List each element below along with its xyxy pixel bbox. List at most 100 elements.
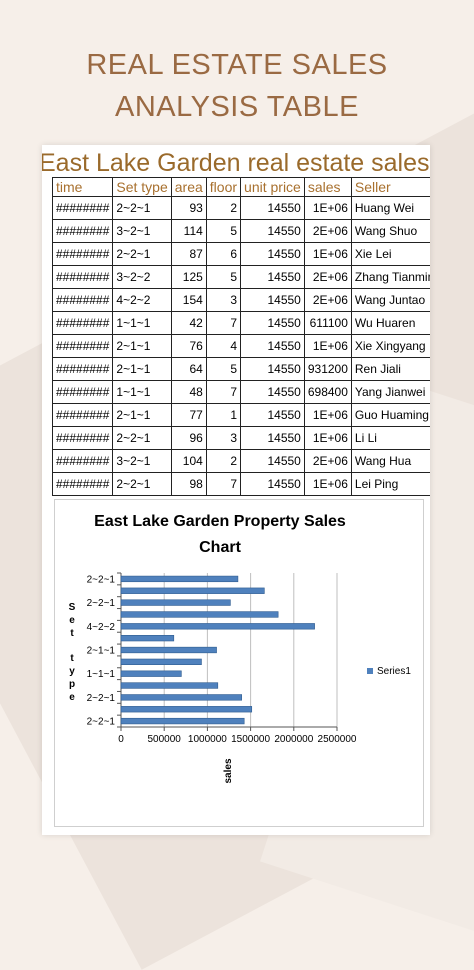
- y-tick-label: 2~1~1: [87, 646, 116, 657]
- y-tick-label: 2~2~1: [87, 574, 116, 585]
- table-cell: 3: [205, 288, 242, 312]
- x-tick-label: 500000: [148, 734, 182, 745]
- table-cell: ########: [51, 242, 114, 266]
- table-cell: 2~2~1: [112, 472, 172, 496]
- table-cell: 3~2~1: [112, 219, 172, 243]
- chart-bar: [120, 587, 265, 594]
- table-cell: Ren Jiali: [350, 357, 430, 381]
- table-cell: 14550: [240, 265, 305, 289]
- table-cell: 931200: [303, 357, 352, 381]
- chart-bar: [120, 599, 231, 606]
- table-cell: 125: [170, 265, 207, 289]
- table-cell: ########: [51, 472, 114, 496]
- table-cell: Wang Hua: [350, 449, 430, 473]
- table-cell: 2~2~1: [112, 242, 172, 266]
- y-tick-label: 1~1~1: [87, 669, 116, 680]
- table-cell: 2~2~1: [112, 426, 172, 450]
- table-cell: 14550: [240, 380, 305, 404]
- table-cell: ########: [51, 265, 114, 289]
- table-cell: Yang Jianwei: [350, 380, 430, 404]
- table-body: ######## 2~2~1 93 2 14550 1E+06 Huang Wei #####…: [51, 196, 430, 496]
- spreadsheet-sheet: East Lake Garden real estate sales li ti…: [42, 145, 430, 835]
- table-cell: 698400: [303, 380, 352, 404]
- table-cell: 2E+06: [303, 219, 352, 243]
- table-row: ######## 3~2~2 125 5 14550 2E+06 Zhang Tianmin: [51, 265, 430, 289]
- table-cell: 104: [170, 449, 207, 473]
- chart-bar: [120, 658, 202, 665]
- table-row: ######## 2~2~1 87 6 14550 1E+06 Xie Lei: [51, 242, 430, 266]
- y-tick-label: 2~2~1: [87, 598, 116, 609]
- table-cell: ########: [51, 288, 114, 312]
- chart-bar: [120, 694, 242, 701]
- table-cell: 98: [170, 472, 207, 496]
- table-cell: 2E+06: [303, 265, 352, 289]
- table-cell: 2E+06: [303, 449, 352, 473]
- table-row: ######## 4~2~2 154 3 14550 2E+06 Wang Juntao: [51, 288, 430, 312]
- y-axis-label-char: e: [69, 615, 75, 626]
- table-cell: Guo Huaming: [350, 403, 430, 427]
- chart-bar: [120, 682, 219, 689]
- table-row: ######## 1~1~1 48 7 14550 698400 Yang Jianwei: [51, 380, 430, 404]
- table-cell: 1E+06: [303, 242, 352, 266]
- table-cell: 5: [205, 219, 242, 243]
- page-title: REAL ESTATE SALES ANALYSIS TABLE: [0, 44, 474, 128]
- table-cell: 1~1~1: [112, 311, 172, 335]
- table-cell: 611100: [303, 311, 352, 335]
- table-cell: Wang Shuo: [350, 219, 430, 243]
- y-tick-label: 2~2~1: [87, 693, 116, 704]
- table-cell: 14550: [240, 403, 305, 427]
- chart-bar: [120, 706, 253, 713]
- y-axis-label-char: t: [70, 653, 74, 664]
- table-cell: 14550: [240, 472, 305, 496]
- table-row: ######## 3~2~1 114 5 14550 2E+06 Wang Shuo: [51, 219, 430, 243]
- table-row: ######## 2~2~1 96 3 14550 1E+06 Li Li: [51, 426, 430, 450]
- table-cell: 14550: [240, 334, 305, 358]
- table-cell: 14550: [240, 357, 305, 381]
- table-row: ######## 2~1~1 77 1 14550 1E+06 Guo Huaming: [51, 403, 430, 427]
- table-header-row: time Set type area floor unit price sales Sell…: [51, 177, 430, 197]
- table-cell: 1E+06: [303, 334, 352, 358]
- y-tick-label: 4~2~2: [87, 622, 116, 633]
- table-cell: Li Li: [350, 426, 430, 450]
- table-cell: 114: [170, 219, 207, 243]
- page-title-line-2: ANALYSIS TABLE: [115, 91, 359, 123]
- y-axis-label-char: y: [69, 666, 75, 677]
- table-cell: 14550: [240, 311, 305, 335]
- table-cell: 1E+06: [303, 196, 352, 220]
- table-cell: 2~2~1: [112, 196, 172, 220]
- x-tick-label: 2500000: [318, 734, 357, 745]
- table-row: ######## 2~2~1 93 2 14550 1E+06 Huang Wei: [51, 196, 430, 220]
- table-cell: 5: [205, 265, 242, 289]
- y-tick-label: 2~2~1: [87, 717, 116, 728]
- table-cell: ########: [51, 196, 114, 220]
- table-cell: 14550: [240, 196, 305, 220]
- table-cell: 1: [205, 403, 242, 427]
- y-axis-label-char: t: [70, 628, 74, 639]
- page-title-line-1: REAL ESTATE SALES: [86, 49, 388, 81]
- table-cell: ########: [51, 311, 114, 335]
- table-row: ######## 2~2~1 98 7 14550 1E+06 Lei Ping: [51, 472, 430, 496]
- table-cell: 14550: [240, 449, 305, 473]
- chart-bar: [120, 623, 315, 630]
- table-cell: 14550: [240, 288, 305, 312]
- table-cell: 3~2~2: [112, 265, 172, 289]
- table-cell: 1~1~1: [112, 380, 172, 404]
- table-cell: Xie Xingyang: [350, 334, 430, 358]
- table-cell: 4: [205, 334, 242, 358]
- table-cell: 93: [170, 196, 207, 220]
- table-cell: 2~1~1: [112, 334, 172, 358]
- table-cell: 2: [205, 449, 242, 473]
- sales-table: time Set type area floor unit price sales Sell…: [51, 177, 430, 496]
- table-cell: 1E+06: [303, 472, 352, 496]
- x-tick-label: 1500000: [231, 734, 270, 745]
- column-header: Seller: [350, 177, 430, 197]
- table-cell: 5: [205, 357, 242, 381]
- chart-bar: [120, 611, 279, 618]
- table-row: ######## 3~2~1 104 2 14550 2E+06 Wang Hua: [51, 449, 430, 473]
- table-cell: 1E+06: [303, 403, 352, 427]
- table-row: ######## 2~1~1 76 4 14550 1E+06 Xie Xingyang: [51, 334, 430, 358]
- table-cell: Wu Huaren: [350, 311, 430, 335]
- sheet-title: East Lake Garden real estate sales li: [42, 149, 430, 177]
- table-cell: 154: [170, 288, 207, 312]
- table-cell: ########: [51, 219, 114, 243]
